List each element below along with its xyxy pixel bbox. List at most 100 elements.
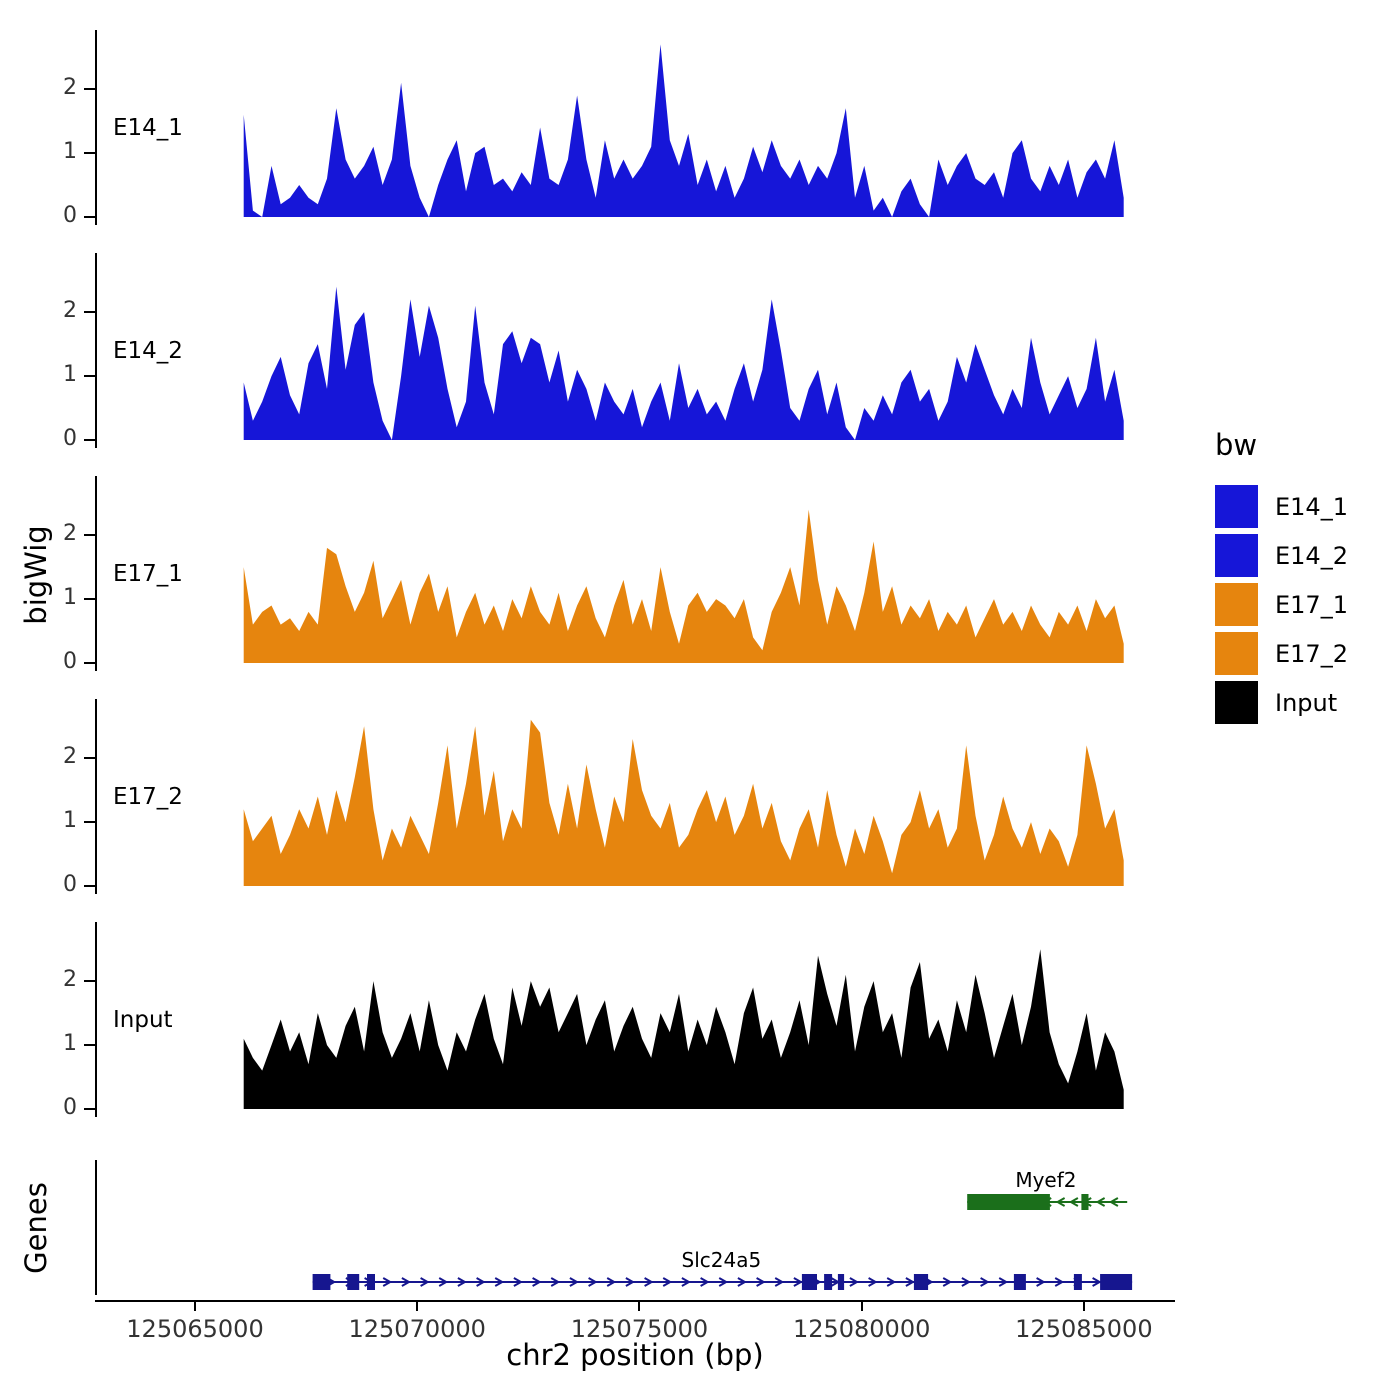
strand-arrow-icon (382, 1277, 393, 1287)
track-label-e14-1: E14_1 (113, 114, 183, 141)
exon-slc24a5 (1100, 1274, 1133, 1290)
x-axis-title: chr2 position (bp) (506, 1338, 764, 1372)
exon-slc24a5 (367, 1274, 375, 1290)
legend-item-e17-2: E17_2 (1215, 629, 1348, 678)
strand-arrow-icon (849, 1277, 859, 1287)
track-label-input: Input (113, 1006, 173, 1033)
y-tick-label: 1 (63, 1031, 77, 1057)
y-tick (84, 534, 97, 537)
y-tick (84, 1108, 97, 1110)
exon-slc24a5 (312, 1274, 331, 1290)
y-tick-label: 1 (63, 139, 77, 165)
track-panel-e17-2: E17_2 0 1 2 (63, 699, 1177, 897)
gene-models-chart: Myef2 Slc24a5 (312, 1168, 1133, 1290)
track-panel-input: Input 0 1 2 (63, 922, 1177, 1120)
coverage-area-e17-2 (243, 719, 1124, 886)
y-tick-label: 1 (63, 362, 77, 388)
track-label-e17-2: E17_2 (113, 783, 183, 810)
strand-arrow-icon (1055, 1197, 1066, 1207)
strand-arrow-icon (532, 1277, 542, 1287)
y-tick-label: 1 (63, 808, 77, 834)
track-label-e17-1: E17_1 (113, 560, 183, 587)
legend-item-e14-2: E14_2 (1215, 531, 1348, 580)
coverage-chart-e14-1 (243, 44, 1124, 218)
legend-title: bw (1215, 428, 1258, 462)
y-tick (84, 311, 97, 314)
x-tick-label: 125085000 (1015, 1315, 1153, 1343)
strand-arrow-icon (961, 1277, 971, 1287)
legend-label-input: Input (1275, 688, 1338, 717)
exon-myef2 (1081, 1194, 1089, 1210)
strand-arrow-icon (756, 1277, 766, 1287)
strand-arrow-icon (681, 1277, 691, 1287)
exon-slc24a5 (824, 1274, 833, 1290)
strand-arrow-icon (1036, 1277, 1046, 1287)
strand-arrow-icon (494, 1277, 505, 1287)
strand-arrow-icon (625, 1277, 635, 1287)
gene-label-myef2: Myef2 (1015, 1168, 1076, 1192)
legend-label-e17-1: E17_1 (1275, 590, 1348, 619)
y-tick (84, 375, 97, 378)
strand-arrow-icon (401, 1277, 411, 1287)
y-tick-label: 0 (63, 872, 77, 897)
x-tick-label: 125065000 (126, 1315, 264, 1343)
exon-myef2 (967, 1194, 1050, 1210)
coverage-area-input (243, 949, 1124, 1109)
x-tick-label: 125070000 (348, 1315, 486, 1343)
y-tick (84, 821, 97, 824)
strand-arrow-icon (737, 1277, 747, 1287)
legend-item-input: Input (1215, 678, 1348, 727)
strand-arrow-icon (420, 1277, 430, 1287)
strand-arrow-icon (1095, 1197, 1106, 1207)
coverage-area-e14-2 (243, 286, 1124, 440)
x-tick-label: 125075000 (570, 1315, 709, 1343)
coverage-area-e17-1 (243, 509, 1124, 663)
legend-swatch-e17-1 (1215, 583, 1258, 626)
y-tick-label: 2 (63, 967, 77, 993)
y-tick (84, 757, 97, 760)
x-axis: 125065000 125070000 125075000 125080000 1250… (95, 1300, 1175, 1343)
x-tick-label: 125080000 (792, 1315, 931, 1343)
y-tick (84, 598, 97, 601)
strand-arrow-icon (476, 1277, 486, 1287)
strand-arrow-icon (513, 1277, 523, 1287)
y-tick (84, 980, 97, 983)
exon-slc24a5 (1013, 1274, 1026, 1290)
y-tick (84, 1044, 97, 1047)
legend-label-e14-1: E14_1 (1275, 492, 1348, 521)
legend-label-e17-2: E17_2 (1275, 639, 1348, 668)
y-tick (84, 662, 97, 664)
exon-slc24a5 (347, 1274, 360, 1290)
y-tick-label: 2 (63, 298, 77, 324)
track-panel-e14-2: E14_2 0 1 2 (63, 253, 1177, 451)
legend-swatch-input (1215, 681, 1258, 724)
x-tick (1082, 1302, 1085, 1311)
x-tick (194, 1302, 196, 1311)
coverage-chart-e17-1 (243, 509, 1124, 663)
legend-item-e14-1: E14_1 (1215, 482, 1348, 531)
y-tick-label: 0 (63, 203, 77, 228)
track-panel-e17-1: E17_1 0 1 2 (63, 476, 1177, 674)
y-tick-label: 1 (63, 585, 77, 611)
strand-arrow-icon (1092, 1277, 1102, 1287)
legend-swatch-e17-2 (1215, 632, 1258, 675)
coverage-chart-e14-2 (243, 286, 1124, 440)
y-tick-label: 0 (63, 426, 77, 451)
strand-arrow-icon (569, 1277, 579, 1287)
strand-arrow-icon (718, 1277, 729, 1287)
strand-arrow-icon (1054, 1277, 1065, 1287)
strand-arrow-icon (793, 1277, 803, 1287)
y-tick-label: 0 (63, 649, 77, 674)
y-tick (84, 152, 97, 155)
exon-slc24a5 (1073, 1274, 1082, 1290)
strand-arrow-icon (606, 1277, 617, 1287)
strand-arrow-icon (550, 1277, 561, 1287)
genes-panel: Myef2 Slc24a5 (95, 1160, 1177, 1295)
y-tick-label: 2 (63, 75, 77, 101)
strand-arrow-icon (1108, 1197, 1119, 1207)
y-tick (84, 88, 97, 91)
exon-slc24a5 (837, 1274, 845, 1290)
strand-arrow-icon (644, 1277, 654, 1287)
strand-arrow-icon (886, 1277, 897, 1287)
legend-item-e17-1: E17_1 (1215, 580, 1348, 629)
